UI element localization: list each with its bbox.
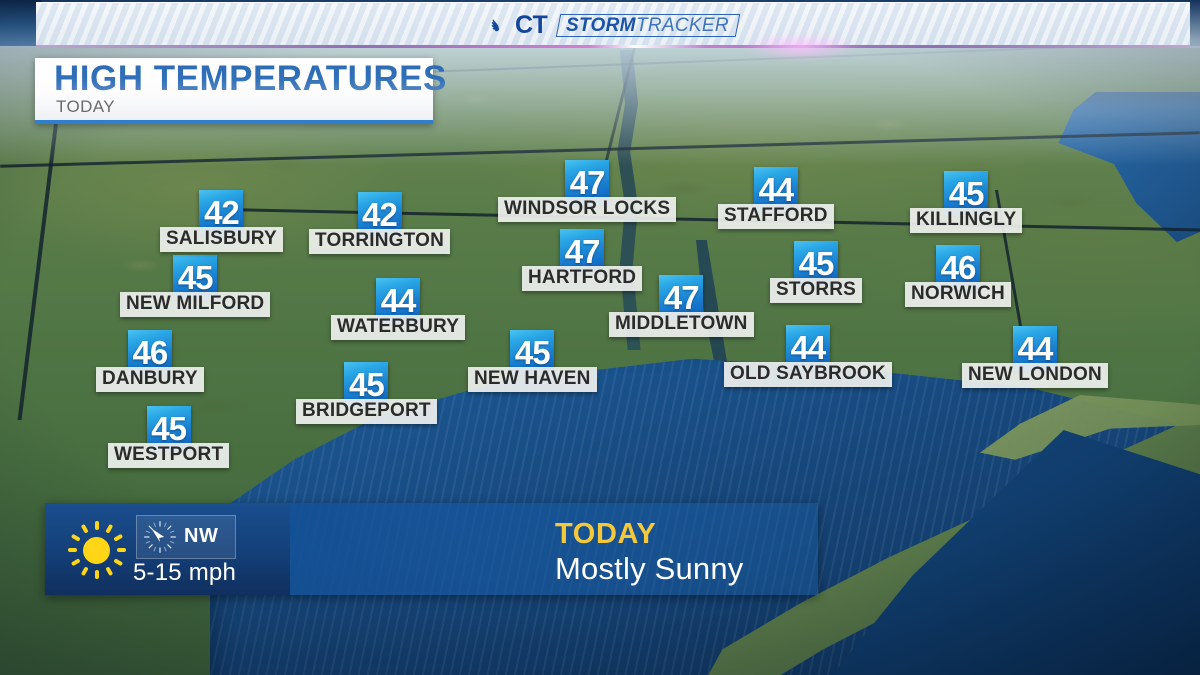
sun-ray: [67, 548, 77, 552]
forecast-bar: NW 5-15 mph TODAY Mostly Sunny: [45, 503, 818, 595]
city-name-label: STAFFORD: [718, 204, 834, 229]
sun-ray: [80, 566, 89, 577]
temperature-value: 45: [798, 245, 835, 282]
city-name-label: BRIDGEPORT: [296, 399, 437, 424]
city-temperature-marker: 42 SALISBURY: [160, 190, 283, 252]
city-name-label: MIDDLETOWN: [609, 312, 754, 337]
sun-ray: [94, 521, 99, 530]
city-name-label: OLD SAYBROOK: [724, 362, 892, 387]
city-temperature-marker: 45 KILLINGLY: [910, 171, 1023, 233]
sun-icon: [67, 521, 126, 579]
page-subtitle: TODAY: [56, 97, 115, 116]
city-temperature-marker: 44 WATERBURY: [331, 278, 466, 340]
city-name-label: KILLINGLY: [910, 208, 1023, 233]
compass-dial-icon: [144, 521, 176, 553]
wind-compass: NW: [136, 515, 236, 559]
city-temperature-marker: 45 WESTPORT: [108, 406, 230, 468]
city-temperature-marker: 46 NORWICH: [905, 245, 1011, 307]
sun-ray: [70, 533, 81, 542]
city-name-label: NORWICH: [905, 282, 1011, 307]
station-logo[interactable]: CT STORM TRACKER: [36, 3, 1190, 47]
sun-ray: [104, 566, 113, 577]
city-temperature-marker: 45 STORRS: [770, 241, 863, 303]
logo-tracker-text: TRACKER: [636, 14, 729, 36]
sun-ray: [116, 548, 126, 552]
city-name-label: SALISBURY: [160, 227, 283, 252]
wind-direction-label: NW: [184, 525, 219, 547]
city-name-label: NEW MILFORD: [120, 292, 271, 317]
city-temperature-marker: 44 STAFFORD: [718, 167, 834, 229]
forecast-condition-label: Mostly Sunny: [555, 551, 744, 586]
temperature-value: 46: [940, 249, 977, 286]
city-name-label: WINDSOR LOCKS: [498, 197, 677, 222]
city-name-label: TORRINGTON: [309, 229, 451, 254]
header-accent-line: [36, 45, 1190, 48]
sun-ray: [70, 558, 81, 567]
city-name-label: DANBURY: [96, 367, 204, 392]
nbc-peacock-icon: [491, 19, 500, 32]
city-temperature-marker: 44 NEW LONDON: [962, 326, 1108, 388]
title-panel: HIGH TEMPERATURES TODAY: [35, 58, 446, 124]
city-temperature-marker: 42 TORRINGTON: [309, 192, 451, 254]
logo-stormtracker: STORM TRACKER: [556, 13, 741, 37]
city-temperature-marker: 47 MIDDLETOWN: [609, 275, 754, 337]
sun-ray: [80, 523, 89, 534]
city-temperature-marker: 44 OLD SAYBROOK: [724, 325, 892, 387]
city-name-label: NEW LONDON: [962, 363, 1108, 388]
forecast-day-label: TODAY: [555, 518, 657, 550]
temperature-value: 47: [663, 279, 700, 316]
sun-ray: [94, 570, 99, 579]
city-temperature-marker: 46 DANBURY: [96, 330, 204, 392]
temperature-value: 45: [348, 366, 385, 403]
logo-storm-text: STORM: [566, 14, 637, 36]
city-temperature-marker: 45 NEW MILFORD: [120, 255, 271, 317]
sun-ray: [104, 523, 113, 534]
city-name-label: WATERBURY: [331, 315, 466, 340]
temperature-value: 44: [790, 329, 827, 366]
temperature-value: 42: [204, 194, 240, 231]
temperature-badge: 42: [199, 190, 244, 235]
sun-ray: [112, 558, 123, 567]
temperature-value: 45: [948, 175, 985, 212]
city-temperature-marker: 47 WINDSOR LOCKS: [498, 160, 677, 222]
city-temperature-marker: 45 NEW HAVEN: [468, 330, 597, 392]
city-temperature-marker: 47 HARTFORD: [522, 229, 643, 291]
city-temperature-marker: 45 BRIDGEPORT: [296, 362, 437, 424]
logo-ct-text: CT: [515, 10, 548, 39]
city-name-label: WESTPORT: [108, 443, 230, 468]
city-name-label: HARTFORD: [522, 266, 643, 291]
temperature-value: 47: [569, 164, 606, 201]
header-glow-highlight: [740, 34, 860, 60]
temperature-value: 45: [177, 259, 214, 296]
city-name-label: NEW HAVEN: [468, 367, 597, 392]
forecast-summary-panel: TODAY Mostly Sunny: [290, 503, 818, 595]
temperature-value: 45: [514, 334, 551, 371]
sun-ray: [112, 533, 123, 542]
temperature-value: 44: [1017, 330, 1054, 367]
header-bar: CT STORM TRACKER: [36, 2, 1190, 47]
temperature-value: 45: [151, 410, 187, 447]
temperature-value: 46: [132, 334, 168, 371]
temperature-badge: 47: [659, 275, 704, 320]
page-title: HIGH TEMPERATURES: [54, 59, 447, 98]
temperature-value: 42: [362, 196, 398, 233]
temperature-value: 44: [758, 171, 794, 208]
sun-core: [83, 537, 110, 564]
forecast-conditions-panel: NW 5-15 mph: [45, 503, 290, 595]
temperature-value: 44: [380, 282, 417, 319]
city-name-label: STORRS: [770, 278, 863, 303]
temperature-value: 47: [564, 233, 601, 270]
wind-speed-label: 5-15 mph: [133, 559, 236, 586]
